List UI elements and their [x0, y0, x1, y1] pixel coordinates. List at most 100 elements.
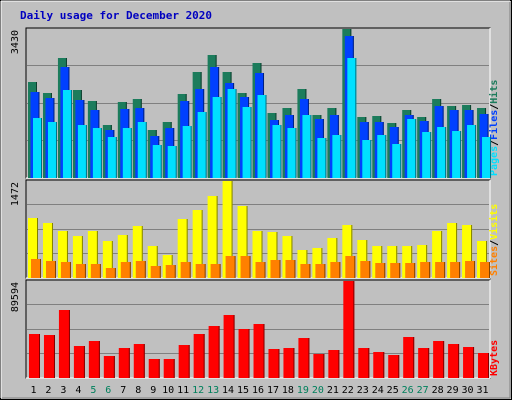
bar-sites: [270, 260, 281, 278]
bar-kbytes: [448, 344, 460, 378]
bar-sites-shade: [324, 264, 326, 278]
bar-kbytes-shade: [473, 347, 475, 378]
bar-kbytes: [283, 348, 295, 378]
bar-pages: [227, 89, 237, 178]
x-tick-label: 21: [327, 385, 339, 396]
bar-visits: [327, 238, 338, 278]
bars: [29, 281, 490, 378]
bar-pages-shade: [430, 132, 432, 178]
bar-pages: [452, 131, 462, 178]
bar-pages: [392, 144, 402, 178]
bar-sites-shade: [174, 265, 176, 278]
panel-middle: 1472 Sites/Visits: [10, 179, 500, 279]
x-tick-label: 29: [447, 385, 459, 396]
y-max-label: 3430: [10, 30, 21, 54]
x-tick-label: 28: [432, 385, 444, 396]
bar-pages-shade: [70, 90, 72, 178]
bar-sites: [105, 268, 116, 278]
bars: [28, 181, 491, 278]
bar-sites-shade: [339, 262, 341, 278]
bar-pages-shade: [475, 125, 477, 178]
bar-kbytes: [478, 353, 490, 378]
x-tick-label: 9: [150, 385, 156, 396]
x-tick-label: 4: [75, 385, 81, 396]
bar-sites-shade: [399, 263, 401, 278]
bar-visits: [372, 246, 383, 278]
bar-pages-shade: [355, 58, 357, 178]
bar-kbytes-shade: [39, 334, 40, 378]
bar-kbytes: [298, 338, 310, 378]
bar-kbytes-shade: [278, 349, 280, 378]
bar-kbytes: [148, 359, 160, 378]
bar-sites: [315, 264, 326, 278]
x-tick-label: 18: [282, 385, 294, 396]
bar-sites: [435, 262, 446, 278]
x-tick-label: 25: [387, 385, 399, 396]
bar-pages: [242, 107, 252, 178]
bar-sites: [465, 261, 476, 278]
bar-sites: [31, 259, 41, 278]
bar-sites: [450, 262, 461, 278]
bar-visits: [252, 231, 263, 278]
x-tick-label: 2: [45, 385, 51, 396]
bar-kbytes-shade: [98, 341, 100, 378]
bar-pages: [62, 90, 72, 178]
bar-kbytes: [58, 310, 70, 378]
bar-sites-shade: [129, 262, 131, 278]
bar-pages-shade: [220, 97, 222, 178]
bar-visits: [312, 248, 323, 278]
bar-sites-shade: [189, 262, 191, 278]
bar-pages-shade: [385, 135, 387, 178]
legend: Sites/Visits: [488, 204, 500, 276]
bar-pages: [33, 118, 42, 178]
bar-visits-shade: [37, 218, 38, 278]
bar-pages-shade: [250, 107, 252, 178]
bar-pages-shade: [325, 138, 327, 178]
legend: KBytes: [489, 340, 500, 376]
legend-item: Files: [488, 110, 500, 140]
bar-pages: [272, 125, 282, 178]
bar-pages-shade: [295, 128, 297, 178]
bar-sites-shade: [354, 256, 356, 278]
bar-pages: [152, 145, 162, 178]
bar-visits: [222, 181, 233, 278]
bar-sites: [345, 256, 356, 278]
bar-sites: [180, 262, 191, 278]
bar-visits-shade: [381, 246, 383, 278]
bar-pages: [482, 137, 492, 178]
x-tick-label: 7: [120, 385, 126, 396]
bar-visits: [237, 206, 248, 278]
bar-kbytes-shade: [263, 324, 265, 378]
bar-sites: [165, 265, 176, 278]
bar-visits: [447, 223, 458, 278]
bar-kbytes: [178, 345, 190, 378]
bar-sites: [195, 264, 206, 278]
bar-pages-shade: [400, 144, 402, 178]
bar-kbytes-shade: [413, 337, 415, 378]
bar-kbytes: [253, 324, 265, 378]
bar-visits: [132, 226, 143, 278]
bar-visits: [432, 231, 443, 278]
bar-visits: [477, 241, 488, 278]
bar-pages-shade: [100, 128, 102, 178]
bar-kbytes: [403, 337, 415, 378]
bar-visits-shade: [186, 219, 188, 278]
bar-visits: [87, 231, 98, 278]
bar-kbytes-shade: [68, 310, 70, 378]
bar-sites-shade: [54, 261, 56, 278]
bar-visits-shade: [426, 245, 428, 278]
bar-sites-shade: [234, 256, 236, 278]
bar-sites: [405, 263, 416, 278]
x-tick-label: 5: [90, 385, 96, 396]
bar-visits-shade: [351, 225, 353, 278]
bar-kbytes: [418, 348, 430, 378]
bar-visits-shade: [96, 231, 98, 278]
bar-visits: [357, 240, 368, 278]
panel-bottom: 89594 KBytes: [10, 279, 500, 379]
bar-kbytes-shade: [218, 326, 220, 378]
bar-pages-shade: [310, 115, 312, 178]
bar-pages-shade: [85, 125, 87, 178]
x-tick-label: 26: [402, 385, 414, 396]
bar-pages: [422, 132, 432, 178]
bar-kbytes: [193, 334, 205, 378]
